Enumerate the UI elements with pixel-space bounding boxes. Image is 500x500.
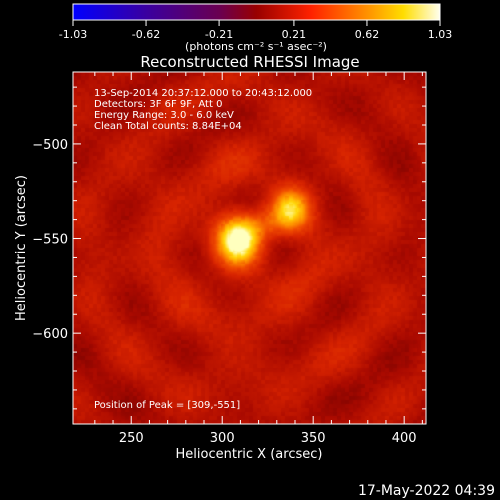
x-axis-ticks: 250 300 350 400 (94, 72, 423, 446)
colorbar (72, 3, 441, 21)
peak-position-label: Position of Peak = [309,-551] (94, 400, 240, 411)
plot-frame (72, 71, 427, 425)
heatmap-image (73, 72, 426, 424)
y-tick-label: −500 (32, 138, 68, 153)
chart-title: Reconstructed RHESSI Image (140, 53, 359, 71)
colorbar-ticks: -1.03 -0.62 -0.21 0.21 0.62 1.03 (59, 20, 452, 41)
y-tick-label: −600 (32, 327, 68, 342)
heatmap-area (73, 72, 426, 424)
annotation-line: Clean Total counts: 8.84E+04 (94, 121, 242, 132)
y-axis-ticks: −500 −550 −600 (32, 86, 426, 410)
colorbar-unit-label: (photons cm⁻² s⁻¹ asec⁻²) (185, 40, 327, 53)
colorbar-tick-label: 0.21 (282, 28, 307, 41)
annotation-line: Energy Range: 3.0 - 6.0 keV (94, 110, 234, 121)
annotation-line: Detectors: 3F 6F 9F, Att 0 (94, 99, 222, 110)
colorbar-tick-label: 1.03 (428, 28, 453, 41)
annotation-line: 13-Sep-2014 20:37:12.000 to 20:43:12.000 (94, 88, 312, 99)
x-tick-label: 250 (119, 431, 144, 446)
colorbar-tick-label: -0.62 (132, 28, 160, 41)
x-tick-label: 400 (392, 431, 417, 446)
y-axis-label: Heliocentric Y (arcsec) (14, 175, 29, 321)
colorbar-tick-label: 0.62 (355, 28, 380, 41)
footer-timestamp: 17-May-2022 04:39 (358, 483, 495, 499)
x-axis-label: Heliocentric X (arcsec) (176, 447, 323, 462)
info-annotations: 13-Sep-2014 20:37:12.000 to 20:43:12.000… (94, 88, 312, 132)
colorbar-tick-label: -1.03 (59, 28, 87, 41)
y-tick-label: −550 (32, 233, 68, 248)
x-tick-label: 300 (210, 431, 235, 446)
x-tick-label: 350 (301, 431, 326, 446)
colorbar-tick-label: -0.21 (205, 28, 233, 41)
